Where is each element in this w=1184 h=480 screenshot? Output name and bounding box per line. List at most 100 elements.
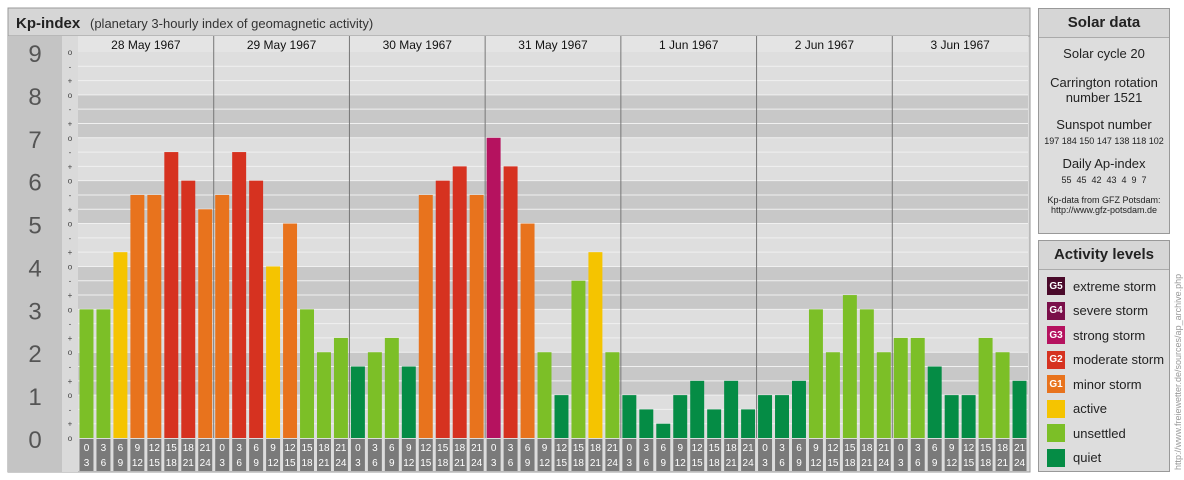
hour-start-label: 12: [149, 443, 161, 454]
legend-label: minor storm: [1073, 376, 1142, 392]
hour-end-label: 24: [607, 458, 619, 469]
chart-subtitle: (planetary 3-hourly index of geomagnetic…: [90, 16, 373, 31]
hour-end-label: 24: [743, 458, 755, 469]
kp-bar: [927, 366, 942, 438]
hour-end-label: 9: [389, 458, 395, 469]
kp-bar: [910, 337, 925, 438]
minor-tick-column: [62, 36, 78, 472]
hour-start-label: 9: [270, 443, 276, 454]
minor-tick-label: o: [68, 305, 73, 314]
kp-bar: [741, 409, 756, 438]
hour-end-label: 24: [1014, 458, 1026, 469]
hour-start-label: 18: [318, 443, 330, 454]
kp-bar: [707, 409, 722, 438]
hour-cell: [758, 439, 773, 471]
hour-cell: [842, 439, 857, 471]
hour-cell: [266, 439, 281, 471]
hour-cell: [435, 439, 450, 471]
hour-start-label: 6: [932, 443, 938, 454]
hour-start-label: 18: [590, 443, 602, 454]
kp-bar: [367, 352, 382, 438]
hour-end-label: 3: [898, 458, 904, 469]
hour-end-label: 9: [525, 458, 531, 469]
kp-band-7: [78, 94, 1028, 138]
hour-cell: [384, 439, 399, 471]
hour-end-label: 18: [437, 458, 449, 469]
hour-cell: [198, 439, 213, 471]
hour-start-label: 9: [949, 443, 955, 454]
hour-cell: [707, 439, 722, 471]
minor-tick-label: -: [69, 320, 72, 329]
ap-index-values: 55 45 42 43 4 9 7: [1061, 175, 1147, 185]
hour-start-label: 0: [355, 443, 361, 454]
hour-start-label: 3: [101, 443, 107, 454]
kp-bar: [537, 352, 552, 438]
kp-bar: [164, 152, 179, 438]
carrington-number: number 1521: [1065, 90, 1143, 105]
hour-end-label: 21: [590, 458, 602, 469]
day-label: 30 May 1967: [383, 38, 453, 52]
hour-end-label: 15: [556, 458, 568, 469]
kp-bar: [469, 194, 484, 438]
minor-tick-label: o: [68, 434, 73, 443]
hour-end-label: 15: [963, 458, 975, 469]
day-label: 1 Jun 1967: [659, 38, 719, 52]
minor-tick-label: +: [68, 248, 73, 257]
hour-cell: [808, 439, 823, 471]
minor-tick-label: o: [68, 220, 73, 229]
hour-start-label: 0: [898, 443, 904, 454]
hour-cell: [639, 439, 654, 471]
kp-bar: [605, 352, 620, 438]
kp-bar: [622, 395, 637, 438]
hour-end-label: 21: [997, 458, 1009, 469]
hour-cell: [130, 439, 145, 471]
hour-cell: [605, 439, 620, 471]
hour-start-label: 6: [796, 443, 802, 454]
legend-item: unsettled: [1047, 423, 1126, 443]
hour-start-label: 18: [183, 443, 195, 454]
data-source-link[interactable]: http://www.gfz-potsdam.de: [1050, 205, 1158, 215]
kp-bar: [232, 152, 247, 438]
hour-end-label: 6: [372, 458, 378, 469]
hour-start-label: 3: [644, 443, 650, 454]
legend-item: G1 minor storm: [1047, 374, 1142, 394]
hour-cell: [995, 439, 1010, 471]
solar-cycle: Solar cycle 20: [1063, 46, 1145, 61]
kp-bar: [181, 180, 196, 438]
hour-end-label: 6: [101, 458, 107, 469]
hour-end-label: 18: [573, 458, 585, 469]
hour-start-label: 6: [660, 443, 666, 454]
y-axis-column: [8, 36, 62, 472]
kp-bar: [808, 309, 823, 438]
minor-tick-label: -: [69, 105, 72, 114]
hour-start-label: 0: [762, 443, 768, 454]
hour-end-label: 6: [779, 458, 785, 469]
hour-start-label: 0: [627, 443, 633, 454]
hour-cell: [910, 439, 925, 471]
minor-tick-label: -: [69, 191, 72, 200]
hour-cell: [775, 439, 789, 471]
hour-cell: [978, 439, 993, 471]
kp-bar: [571, 280, 586, 438]
minor-tick-label: o: [68, 134, 73, 143]
hour-cell: [452, 439, 467, 471]
day-label: 3 Jun 1967: [930, 38, 990, 52]
hour-cell: [927, 439, 942, 471]
hour-start-label: 15: [437, 443, 449, 454]
chart-title-bar: [7, 7, 1031, 37]
hour-end-label: 21: [454, 458, 466, 469]
minor-tick-label: o: [68, 262, 73, 271]
kp-bar: [792, 380, 806, 438]
hour-start-label: 9: [542, 443, 548, 454]
hour-cell: [961, 439, 976, 471]
minor-tick-label: +: [68, 420, 73, 429]
kp-bar: [588, 252, 603, 438]
kp-bar: [690, 380, 705, 438]
kp-bar: [961, 395, 976, 438]
legend-item: active: [1047, 399, 1107, 419]
hour-end-label: 9: [253, 458, 259, 469]
hour-end-label: 12: [539, 458, 551, 469]
hour-cell: [944, 439, 959, 471]
hour-start-label: 9: [677, 443, 683, 454]
hour-start-label: 15: [844, 443, 856, 454]
